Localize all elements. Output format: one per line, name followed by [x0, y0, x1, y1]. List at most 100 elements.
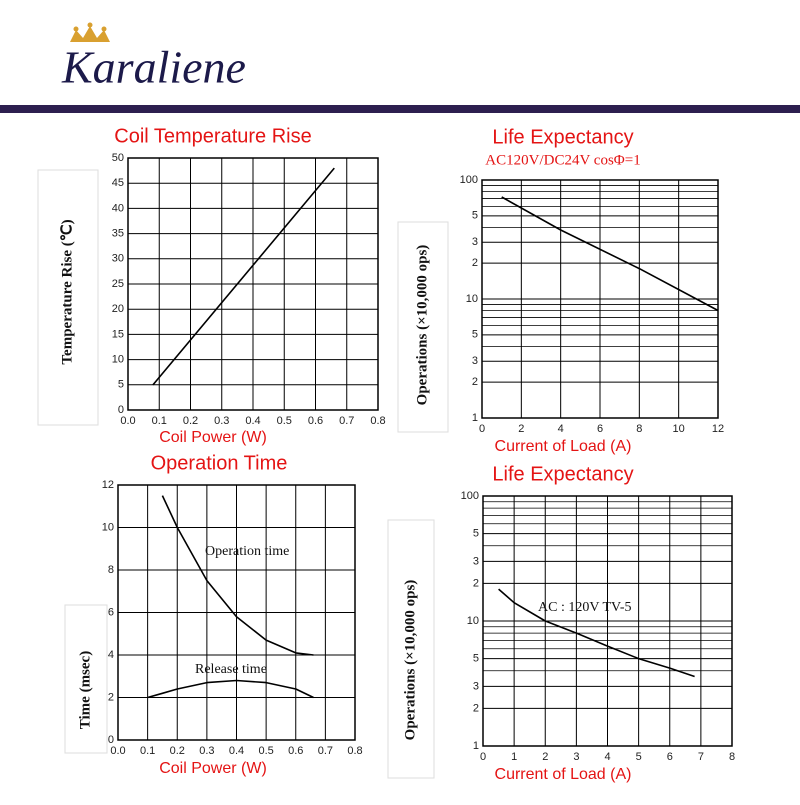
- x-tick-label: 0.5: [277, 415, 292, 427]
- chart-title: Life Expectancy: [492, 463, 633, 485]
- y-tick-label: 2: [472, 257, 478, 269]
- chart-title: Life Expectancy: [492, 126, 633, 148]
- y-axis-label: Operations (×10,000 ops): [414, 245, 430, 406]
- y-tick-label: 30: [112, 253, 124, 265]
- y-tick-label: 10: [467, 615, 479, 627]
- y-tick-label: 3: [472, 355, 478, 367]
- y-label-box: [37, 169, 99, 426]
- y-tick-label: 1: [473, 740, 479, 752]
- y-tick-label: 3: [473, 555, 479, 567]
- x-tick-label: 0.7: [318, 745, 333, 757]
- x-tick-label: 4: [558, 423, 564, 435]
- y-tick-label: 6: [108, 606, 114, 618]
- y-tick-label: 0: [118, 404, 124, 416]
- x-tick-label: 7: [698, 751, 704, 763]
- y-tick-label: 5: [118, 379, 124, 391]
- plot-frame: [482, 495, 733, 747]
- data-line: [501, 196, 719, 312]
- x-tick-label: 0.4: [229, 745, 244, 757]
- y-tick-label: 3: [473, 680, 479, 692]
- y-label-box: [397, 221, 449, 433]
- chart-title: Coil Temperature Rise: [114, 125, 312, 147]
- y-tick-label: 5: [473, 653, 479, 665]
- data-line: [152, 167, 335, 386]
- y-tick-label: 4: [108, 649, 114, 661]
- header-bar: [0, 105, 800, 113]
- x-axis-label: Coil Power (W): [159, 760, 267, 777]
- series-label: AC : 120V TV-5: [538, 600, 631, 615]
- y-tick-label: 100: [461, 490, 479, 502]
- y-tick-label: 45: [112, 177, 124, 189]
- x-axis-label: Current of Load (A): [495, 438, 632, 455]
- x-tick-label: 0.2: [183, 415, 198, 427]
- series-label: Operation time: [205, 544, 289, 559]
- x-tick-label: 0.0: [120, 415, 135, 427]
- x-tick-label: 0.6: [288, 745, 303, 757]
- x-axis-label: Coil Power (W): [159, 429, 267, 446]
- plot-frame: [481, 179, 719, 419]
- y-tick-label: 100: [460, 174, 478, 186]
- x-tick-label: 0.3: [199, 745, 214, 757]
- y-label-box: [387, 519, 435, 779]
- chart-title: Operation Time: [151, 452, 288, 474]
- x-tick-label: 8: [636, 423, 642, 435]
- x-tick-label: 5: [636, 751, 642, 763]
- y-tick-label: 5: [472, 210, 478, 222]
- y-tick-label: 5: [472, 329, 478, 341]
- x-tick-label: 0.4: [245, 415, 260, 427]
- y-axis-label: Time (msec): [77, 651, 93, 729]
- y-label-box: [64, 604, 108, 754]
- plot-frame: [127, 157, 379, 411]
- logo-crown: [70, 22, 110, 42]
- y-axis-label: Temperature Rise (℃): [59, 219, 75, 364]
- x-tick-label: 2: [542, 751, 548, 763]
- x-tick-label: 0.8: [347, 745, 362, 757]
- x-tick-label: 0: [479, 423, 485, 435]
- y-tick-label: 8: [108, 564, 114, 576]
- plot-frame: [117, 484, 356, 741]
- brand: Karaliene: [61, 42, 246, 93]
- x-tick-label: 6: [597, 423, 603, 435]
- x-tick-label: 0.7: [339, 415, 354, 427]
- y-tick-label: 25: [112, 278, 124, 290]
- x-tick-label: 0.3: [214, 415, 229, 427]
- x-tick-label: 1: [511, 751, 517, 763]
- x-tick-label: 12: [712, 423, 724, 435]
- x-tick-label: 0.8: [370, 415, 385, 427]
- y-tick-label: 2: [472, 376, 478, 388]
- y-tick-label: 10: [466, 293, 478, 305]
- y-tick-label: 2: [473, 577, 479, 589]
- x-tick-label: 0.6: [308, 415, 323, 427]
- y-tick-label: 2: [473, 702, 479, 714]
- x-tick-label: 10: [673, 423, 685, 435]
- y-tick-label: 15: [112, 328, 124, 340]
- x-tick-label: 4: [604, 751, 610, 763]
- y-tick-label: 50: [112, 152, 124, 164]
- x-tick-label: 0.1: [140, 745, 155, 757]
- data-line: [147, 679, 314, 699]
- y-tick-label: 1: [472, 412, 478, 424]
- x-tick-label: 3: [573, 751, 579, 763]
- x-tick-label: 8: [729, 751, 735, 763]
- y-axis-label: Operations (×10,000 ops): [402, 580, 418, 741]
- x-tick-label: 0.1: [152, 415, 167, 427]
- y-tick-label: 0: [108, 734, 114, 746]
- y-tick-label: 20: [112, 303, 124, 315]
- x-tick-label: 6: [667, 751, 673, 763]
- chart-subtitle: AC120V/DC24V cosΦ=1: [485, 152, 640, 168]
- y-tick-label: 35: [112, 228, 124, 240]
- y-tick-label: 10: [102, 521, 114, 533]
- y-tick-label: 40: [112, 202, 124, 214]
- y-tick-label: 3: [472, 236, 478, 248]
- y-tick-label: 5: [473, 528, 479, 540]
- series-label: Release time: [195, 662, 267, 677]
- x-tick-label: 0.2: [170, 745, 185, 757]
- x-axis-label: Current of Load (A): [495, 766, 632, 783]
- y-tick-label: 10: [112, 354, 124, 366]
- x-tick-label: 0.0: [110, 745, 125, 757]
- x-tick-label: 0.5: [258, 745, 273, 757]
- x-tick-label: 2: [518, 423, 524, 435]
- data-line: [498, 588, 695, 678]
- data-line: [161, 495, 314, 656]
